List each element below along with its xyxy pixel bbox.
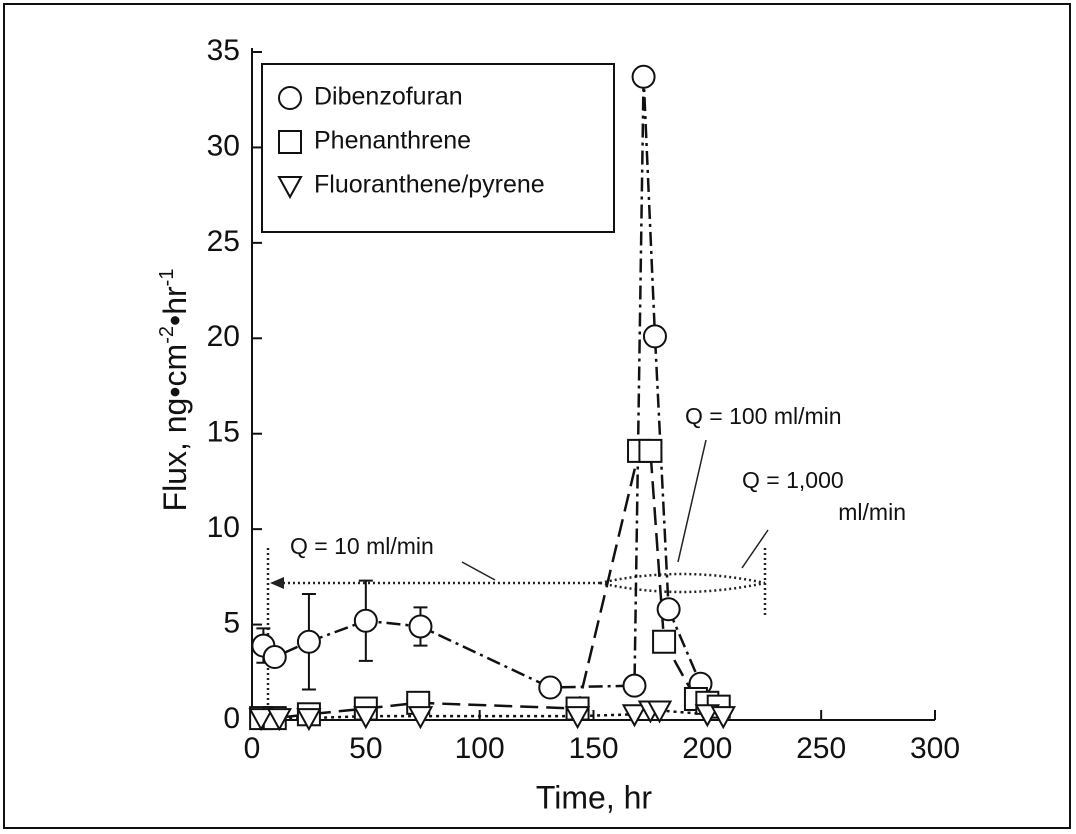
marker bbox=[296, 708, 322, 732]
marker bbox=[652, 629, 677, 654]
marker bbox=[266, 708, 293, 732]
flow-guides bbox=[266, 548, 767, 720]
marker bbox=[248, 708, 274, 732]
y-axis-title: Flux, ng•cm-2•hr-1 bbox=[156, 269, 193, 512]
y-tick-label: 15 bbox=[207, 416, 240, 449]
marker bbox=[408, 614, 433, 639]
y-tick-label: 35 bbox=[207, 34, 240, 67]
marker bbox=[631, 64, 656, 89]
frame bbox=[3, 3, 1071, 829]
marker bbox=[407, 706, 434, 730]
annotation: Q = 100 ml/min bbox=[685, 403, 842, 429]
x-tick-label: 200 bbox=[682, 732, 732, 765]
y-tick-label: 20 bbox=[207, 320, 240, 353]
y-tick-label: 0 bbox=[223, 702, 240, 735]
marker bbox=[621, 704, 648, 728]
marker bbox=[622, 673, 647, 698]
marker bbox=[353, 706, 379, 730]
marker bbox=[656, 597, 681, 622]
legend-marker bbox=[278, 86, 302, 110]
y-title-sup: -1 bbox=[156, 269, 178, 287]
annotation: Q = 1,000 bbox=[742, 467, 844, 493]
y-tick-label: 10 bbox=[207, 511, 240, 544]
annotation: Q = 10 ml/min bbox=[290, 533, 434, 559]
marker bbox=[564, 706, 591, 730]
y-tick-label: 25 bbox=[207, 225, 240, 258]
series-line bbox=[262, 76, 702, 689]
marker bbox=[262, 645, 287, 670]
x-tick-label: 150 bbox=[568, 732, 618, 765]
marker bbox=[296, 629, 321, 654]
x-tick-label: 100 bbox=[455, 732, 505, 765]
x-tick-label: 300 bbox=[910, 732, 960, 765]
arrow-head bbox=[270, 577, 284, 589]
legend-box bbox=[261, 63, 615, 233]
annotation-arrows bbox=[461, 439, 769, 581]
x-tick-label: 0 bbox=[244, 732, 261, 765]
legend-marker bbox=[278, 130, 302, 154]
annotation: ml/min bbox=[838, 499, 906, 525]
y-tick-label: 30 bbox=[207, 129, 240, 162]
y-tick-label: 5 bbox=[223, 606, 240, 639]
legend-label: Fluoranthene/pyrene bbox=[314, 171, 545, 199]
marker bbox=[646, 700, 673, 724]
legend-label: Phenanthrene bbox=[314, 127, 471, 155]
marker bbox=[638, 438, 663, 463]
series-line bbox=[261, 449, 720, 720]
y-title-sup: -2 bbox=[156, 326, 178, 344]
marker bbox=[538, 675, 563, 700]
legend-marker bbox=[277, 176, 303, 200]
y-title-part: Flux, ng•cm bbox=[157, 344, 193, 512]
legend-label: Dibenzofuran bbox=[314, 83, 463, 111]
y-title-part: •hr bbox=[157, 286, 193, 326]
x-tick-label: 50 bbox=[349, 732, 382, 765]
marker bbox=[353, 608, 378, 633]
marker bbox=[710, 706, 736, 730]
x-tick-label: 250 bbox=[796, 732, 846, 765]
x-axis-title: Time, hr bbox=[536, 779, 653, 815]
marker bbox=[642, 324, 667, 349]
